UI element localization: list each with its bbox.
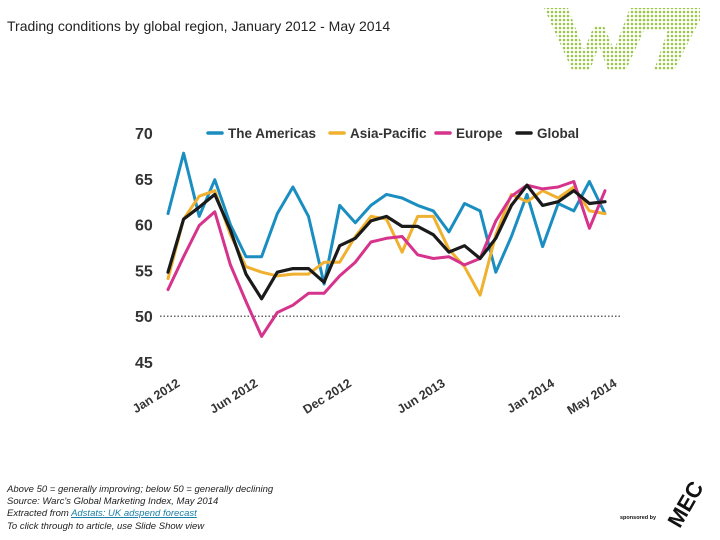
series-line-europe xyxy=(166,180,607,338)
warc-logo-icon xyxy=(544,8,700,70)
legend-label: Europe xyxy=(456,126,503,141)
legend-item: The Americas xyxy=(206,126,316,141)
legend-label: Global xyxy=(537,126,579,141)
chart-notes: Above 50 = generally improving; below 50… xyxy=(7,484,273,533)
legend-item: Asia-Pacific xyxy=(328,126,427,141)
line-chart: 45 50 55 60 65 70 Jan 2012 Jun 2012 Dec 2012 Jun… xyxy=(130,126,620,417)
y-tick-label: 55 xyxy=(135,263,153,280)
note-threshold: Above 50 = generally improving; below 50… xyxy=(7,484,274,495)
x-tick-label: Jun 2012 xyxy=(207,376,260,416)
y-tick-label: 70 xyxy=(135,126,153,143)
x-axis-ticks: Jan 2012 Jun 2012 Dec 2012 Jun 2013 Jan 2014… xyxy=(130,376,619,417)
sponsor-label: sponsored by xyxy=(620,515,657,521)
legend-item: Global xyxy=(515,126,579,141)
x-tick-label: Jun 2013 xyxy=(395,376,448,416)
sponsor-block: sponsored by MEC xyxy=(620,480,715,530)
x-tick-label: Dec 2012 xyxy=(301,376,354,417)
y-tick-label: 45 xyxy=(135,355,153,372)
note-extracted: Extracted from Adstats: UK adspend forec… xyxy=(7,508,273,520)
y-axis-ticks: 45 50 55 60 65 70 xyxy=(135,126,153,372)
x-tick-label: Jan 2014 xyxy=(505,376,557,416)
y-tick-label: 50 xyxy=(135,309,153,326)
article-link[interactable]: Adstats: UK adspend forecast xyxy=(71,508,197,520)
note-source: Source: Warc's Global Marketing Index, M… xyxy=(7,496,219,508)
chart-title: Trading conditions by global region, Jan… xyxy=(7,18,391,34)
legend-item: Europe xyxy=(434,126,503,141)
legend-label: The Americas xyxy=(228,126,316,141)
mec-logo-icon: MEC xyxy=(662,480,708,530)
y-tick-label: 60 xyxy=(135,218,153,235)
series-line-global xyxy=(166,183,607,301)
legend-label: Asia-Pacific xyxy=(350,126,427,141)
legend: The Americas Asia-Pacific Europe Global xyxy=(206,126,579,141)
x-tick-label: May 2014 xyxy=(565,376,620,417)
series-lines xyxy=(166,151,607,338)
mec-logo-text: MEC xyxy=(662,480,708,530)
note-instructions: To click through to article, use Slide S… xyxy=(7,520,205,532)
y-tick-label: 65 xyxy=(135,172,153,189)
series-line-the-americas xyxy=(166,151,607,286)
note-extracted-prefix: Extracted from xyxy=(7,508,72,520)
x-tick-label: Jan 2012 xyxy=(130,376,182,416)
